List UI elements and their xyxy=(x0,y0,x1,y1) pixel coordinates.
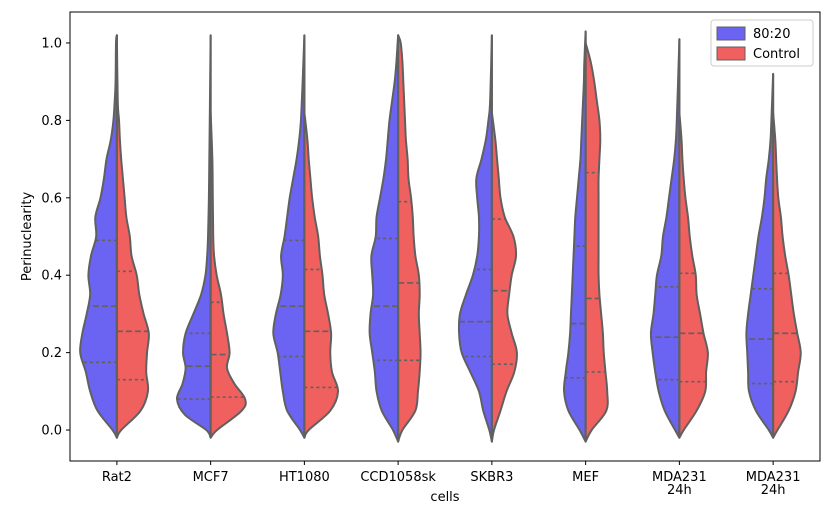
y-tick-label: 0.8 xyxy=(41,114,62,129)
x-tick-label-line: MEF xyxy=(572,470,599,485)
violin-half-left xyxy=(272,34,306,439)
x-tick-label-line: SKBR3 xyxy=(470,470,513,485)
x-tick-label: MDA231 24h xyxy=(746,470,801,498)
violin-7 xyxy=(649,38,709,439)
legend-entry-label: 80:20 xyxy=(753,27,790,42)
x-tick-label-line: MDA231 xyxy=(652,470,707,485)
violin-half-right xyxy=(490,111,518,443)
x-axis: Rat2 MCF7 HT1080 CCD1058sk SKBR3 MEF MDA231 24h… xyxy=(102,461,801,498)
x-tick-label: MCF7 xyxy=(193,470,229,485)
violin-6 xyxy=(562,30,609,443)
violin-3 xyxy=(272,34,340,439)
legend-swatch xyxy=(716,26,746,41)
violin-layer xyxy=(79,30,802,443)
x-tick-label-line: HT1080 xyxy=(279,470,330,485)
x-tick-label: SKBR3 xyxy=(470,470,513,485)
x-tick-label: Rat2 xyxy=(102,470,132,485)
violin-1 xyxy=(79,34,150,439)
violin-half-right xyxy=(115,34,150,439)
x-tick-label-line: MDA231 xyxy=(746,470,801,485)
legend-swatch xyxy=(716,46,746,61)
violin-2 xyxy=(175,34,247,439)
x-tick-label: MDA231 24h xyxy=(652,470,707,498)
violin-half-right xyxy=(397,34,422,443)
violin-half-right xyxy=(303,111,340,439)
y-tick-label: 0.4 xyxy=(41,269,62,284)
violin-4 xyxy=(368,34,422,443)
x-tick-label-line: 24h xyxy=(667,483,692,498)
x-tick-label: MEF xyxy=(572,470,599,485)
y-axis-label: Perinuclearity xyxy=(20,192,35,282)
x-tick-label: CCD1058sk xyxy=(360,470,436,485)
violin-half-left xyxy=(745,72,775,439)
violin-half-left xyxy=(457,34,493,443)
violin-half-left xyxy=(79,34,118,439)
violin-half-right xyxy=(584,41,609,443)
violin-5 xyxy=(457,34,518,443)
legend: 80:20 Control xyxy=(710,19,814,67)
violin-half-left xyxy=(562,30,587,443)
y-tick-label: 0.0 xyxy=(41,424,62,439)
violin-half-left xyxy=(175,34,212,439)
plot-frame xyxy=(69,11,821,462)
legend-entry-label: Control xyxy=(753,47,800,62)
violin-half-right xyxy=(209,111,247,439)
y-tick-label: 1.0 xyxy=(41,36,62,51)
violin-8 xyxy=(745,72,802,439)
violin-half-right xyxy=(772,111,802,439)
y-tick-label: 0.6 xyxy=(41,191,62,206)
violin-half-right xyxy=(678,111,709,439)
x-tick-label: HT1080 xyxy=(279,470,330,485)
x-tick-label-line: CCD1058sk xyxy=(360,470,436,485)
x-tick-label-line: 24h xyxy=(761,483,786,498)
x-axis-label: cells xyxy=(430,490,459,505)
x-tick-label-line: MCF7 xyxy=(193,470,229,485)
violin-half-left xyxy=(649,38,681,439)
y-axis: 0.0 0.2 0.4 0.6 0.8 1.0 xyxy=(41,36,70,439)
x-tick-label-line: Rat2 xyxy=(102,470,132,485)
y-tick-label: 0.2 xyxy=(41,346,62,361)
